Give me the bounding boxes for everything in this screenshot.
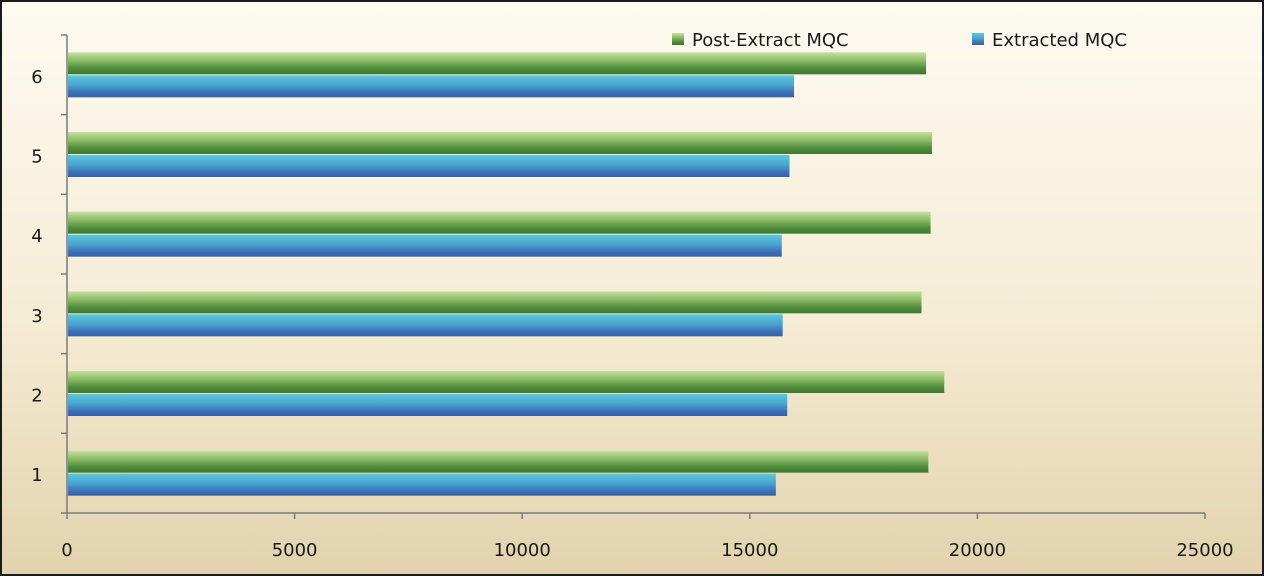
bar-post-extract-1 — [68, 450, 929, 473]
bar-extracted-1 — [68, 473, 776, 496]
bar-extracted-4 — [68, 234, 782, 257]
bar-post-extract-2 — [68, 371, 945, 393]
bars-group — [68, 52, 945, 496]
y-tick-label: 2 — [31, 386, 42, 407]
bar-extracted-6 — [68, 75, 795, 98]
legend: Post-Extract MQC Extracted MQC — [672, 30, 1127, 51]
bar-extracted-5 — [68, 155, 790, 177]
y-tick-label: 5 — [31, 147, 42, 168]
bar-extracted-2 — [68, 394, 788, 416]
x-tick-label: 25000 — [1176, 540, 1233, 561]
x-tick-label: 20000 — [949, 540, 1006, 561]
bar-post-extract-6 — [68, 52, 927, 75]
axes-group — [61, 34, 1206, 519]
legend-label-extracted: Extracted MQC — [992, 30, 1127, 51]
legend-swatch-extracted — [972, 33, 984, 45]
legend-label-post-extract: Post-Extract MQC — [692, 30, 849, 51]
tick-labels-group: 1 2 3 4 5 6 0 5000 10000 15000 20000 25000 — [31, 67, 1233, 561]
bar-post-extract-4 — [68, 211, 931, 234]
y-tick-label: 3 — [31, 306, 42, 327]
bar-post-extract-3 — [68, 291, 922, 314]
y-tick-label: 6 — [31, 67, 42, 88]
bar-extracted-3 — [68, 314, 783, 337]
x-tick-label: 15000 — [721, 540, 778, 561]
x-tick-label: 10000 — [494, 540, 551, 561]
legend-swatch-post-extract — [672, 33, 684, 45]
x-tick-label: 5000 — [272, 540, 318, 561]
y-tick-label: 1 — [31, 465, 42, 486]
bar-post-extract-5 — [68, 132, 932, 154]
y-tick-label: 4 — [31, 226, 42, 247]
x-tick-label: 0 — [61, 540, 72, 561]
